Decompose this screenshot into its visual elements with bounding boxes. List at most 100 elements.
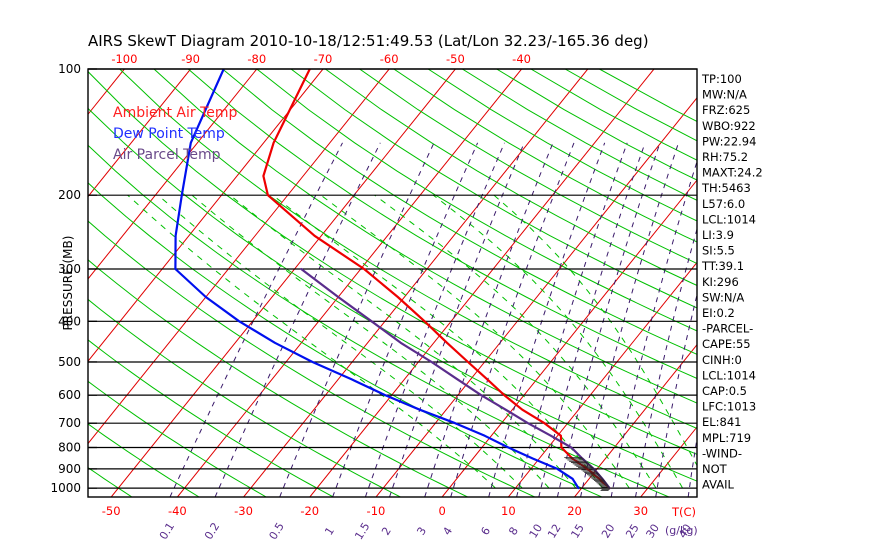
dry-adiabat-line <box>88 182 603 497</box>
dry-adiabat-line <box>187 69 697 379</box>
top-temp-tick-label: -70 <box>314 52 333 66</box>
top-temp-tick-label: -40 <box>512 52 531 66</box>
isotherm-line <box>88 69 390 445</box>
index-panel-entry: TT:39.1 <box>701 259 744 273</box>
dry-adiabat-line <box>393 69 697 243</box>
index-panel-entry: MPL:719 <box>702 431 751 445</box>
legend: Ambient Air Temp Dew Point Temp Air Parc… <box>113 105 238 163</box>
bottom-temp-tick-label: -10 <box>367 504 386 518</box>
index-panel-entry: MAXT:24.2 <box>702 166 763 180</box>
bottom-temp-tick-label: 30 <box>633 504 648 518</box>
data-curve-layer <box>174 69 611 491</box>
index-panel-entry: LFC:1013 <box>702 400 756 414</box>
legend-ambient-label: Ambient Air Temp <box>113 105 238 121</box>
top-temp-tick-label: -60 <box>380 52 399 66</box>
pressure-axis-ticks: 100 200 300 400 500 600 700 800 900 1000 <box>50 62 97 495</box>
index-panel-entry: CAPE:55 <box>702 337 751 351</box>
moist-adiabat-line <box>157 194 523 489</box>
index-panel-entry: TP:100 <box>701 72 742 86</box>
dry-adiabat-line <box>88 107 697 482</box>
dry-adiabat-line <box>222 69 697 355</box>
pressure-tick-label: 300 <box>58 262 81 276</box>
isotherm-line <box>177 69 522 497</box>
top-temp-tick-label: -100 <box>111 52 137 66</box>
pressure-tick-label: 400 <box>58 314 81 328</box>
index-panel-entry: MW:N/A <box>702 88 747 102</box>
pressure-tick-label: 700 <box>58 416 81 430</box>
bottom-temp-tick-label: 10 <box>501 504 516 518</box>
pressure-tick-label: 900 <box>58 462 81 476</box>
dry-adiabat-line <box>88 339 334 497</box>
legend-dewpoint-label: Dew Point Temp <box>113 126 225 142</box>
bottom-temp-tick-label: 0 <box>438 504 445 518</box>
legend-parcel-label: Air Parcel Temp <box>113 147 221 163</box>
mixing-ratio-tick-label: 40 <box>676 522 694 541</box>
index-panel-entry: LCL:1014 <box>702 212 756 226</box>
dry-adiabat-line <box>325 69 697 287</box>
mixing-ratio-tick-label: 10 <box>527 522 545 541</box>
mixing-ratio-tick-label: 12 <box>545 522 563 541</box>
index-panel-entry: EL:841 <box>702 415 742 429</box>
moist-adiabat-line <box>229 194 577 489</box>
index-panel-entry: -WIND- <box>702 446 742 460</box>
index-panel-entry: KI:296 <box>702 275 739 289</box>
dry-adiabat-line <box>88 220 535 497</box>
isotherm-line <box>88 69 258 280</box>
bottom-temp-tick-label: -50 <box>102 504 121 518</box>
bottom-temp-tick-label: -20 <box>300 504 319 518</box>
mixing-ratio-tick-label: 20 <box>599 522 617 541</box>
bottom-temperature-ticks: -50 -40 -30 -20 -10 0 10 20 30 <box>102 504 648 518</box>
pressure-tick-label: 600 <box>58 388 81 402</box>
top-temp-tick-label: -50 <box>446 52 465 66</box>
bottom-temp-tick-label: 20 <box>567 504 582 518</box>
isotherm-line <box>88 69 191 198</box>
dry-adiabat-line <box>88 259 468 497</box>
index-panel-entry: WBO:922 <box>702 119 756 133</box>
index-panel-entry: SI:5.5 <box>702 244 735 258</box>
mixing-ratio-tick-label: 25 <box>623 522 641 541</box>
isotherm-line <box>507 261 697 497</box>
index-panel-entry: NOT <box>702 462 728 476</box>
index-panel-entry: LI:3.9 <box>702 228 734 242</box>
isotherm-line <box>243 69 589 497</box>
dry-adiabat-line <box>88 70 697 455</box>
dry-adiabat-line <box>153 69 697 404</box>
index-panel-entry: CINH:0 <box>702 353 742 367</box>
index-panel-entry: AVAIL <box>702 478 735 492</box>
dry-adiabat-line <box>88 380 267 497</box>
index-panel-entry: -PARCEL- <box>702 322 753 336</box>
pressure-tick-label: 100 <box>58 62 81 76</box>
index-panel-entry: L57:6.0 <box>702 197 745 211</box>
page-title: AIRS SkewT Diagram 2010-10-18/12:51:49.5… <box>88 32 649 50</box>
pressure-tick-label: 200 <box>58 188 81 202</box>
index-panel-entry: CAP:0.5 <box>702 384 747 398</box>
index-panel-entry: PW:22.94 <box>702 134 756 148</box>
x-axis-title-temp: T(C) <box>671 505 696 519</box>
index-panel-entry: EI:0.2 <box>702 306 735 320</box>
ambient-temp-curve <box>262 69 611 490</box>
index-panel-entry: FRZ:625 <box>702 103 750 117</box>
top-temperature-ticks: -100 -90 -80 -70 -60 -50 -40 <box>111 52 531 66</box>
isotherm-line <box>88 69 324 363</box>
isotherm-line <box>309 69 655 497</box>
top-temp-tick-label: -80 <box>247 52 266 66</box>
bottom-temp-tick-label: -30 <box>234 504 253 518</box>
top-temp-tick-label: -90 <box>181 52 200 66</box>
dry-adiabat-line <box>290 69 697 309</box>
dry-adiabat-line <box>88 144 670 497</box>
dewpoint-curve <box>174 69 580 490</box>
mixing-ratio-tick-label: 30 <box>644 522 662 541</box>
bottom-temp-tick-label: -40 <box>168 504 187 518</box>
x-axis-title-mixing: (g/kg) <box>665 524 698 537</box>
pressure-tick-label: 1000 <box>50 481 81 495</box>
mixing-ratio-tick-label: 15 <box>568 522 586 541</box>
isobar-layer <box>88 68 697 489</box>
dry-adiabat-line <box>359 69 697 265</box>
plot-frame <box>87 68 698 498</box>
dry-adiabat-line <box>256 69 697 332</box>
isotherm-line <box>574 343 697 497</box>
index-panel-entry: LCL:1014 <box>702 368 756 382</box>
y-axis-title: PRESSURE (MB) <box>61 236 75 331</box>
